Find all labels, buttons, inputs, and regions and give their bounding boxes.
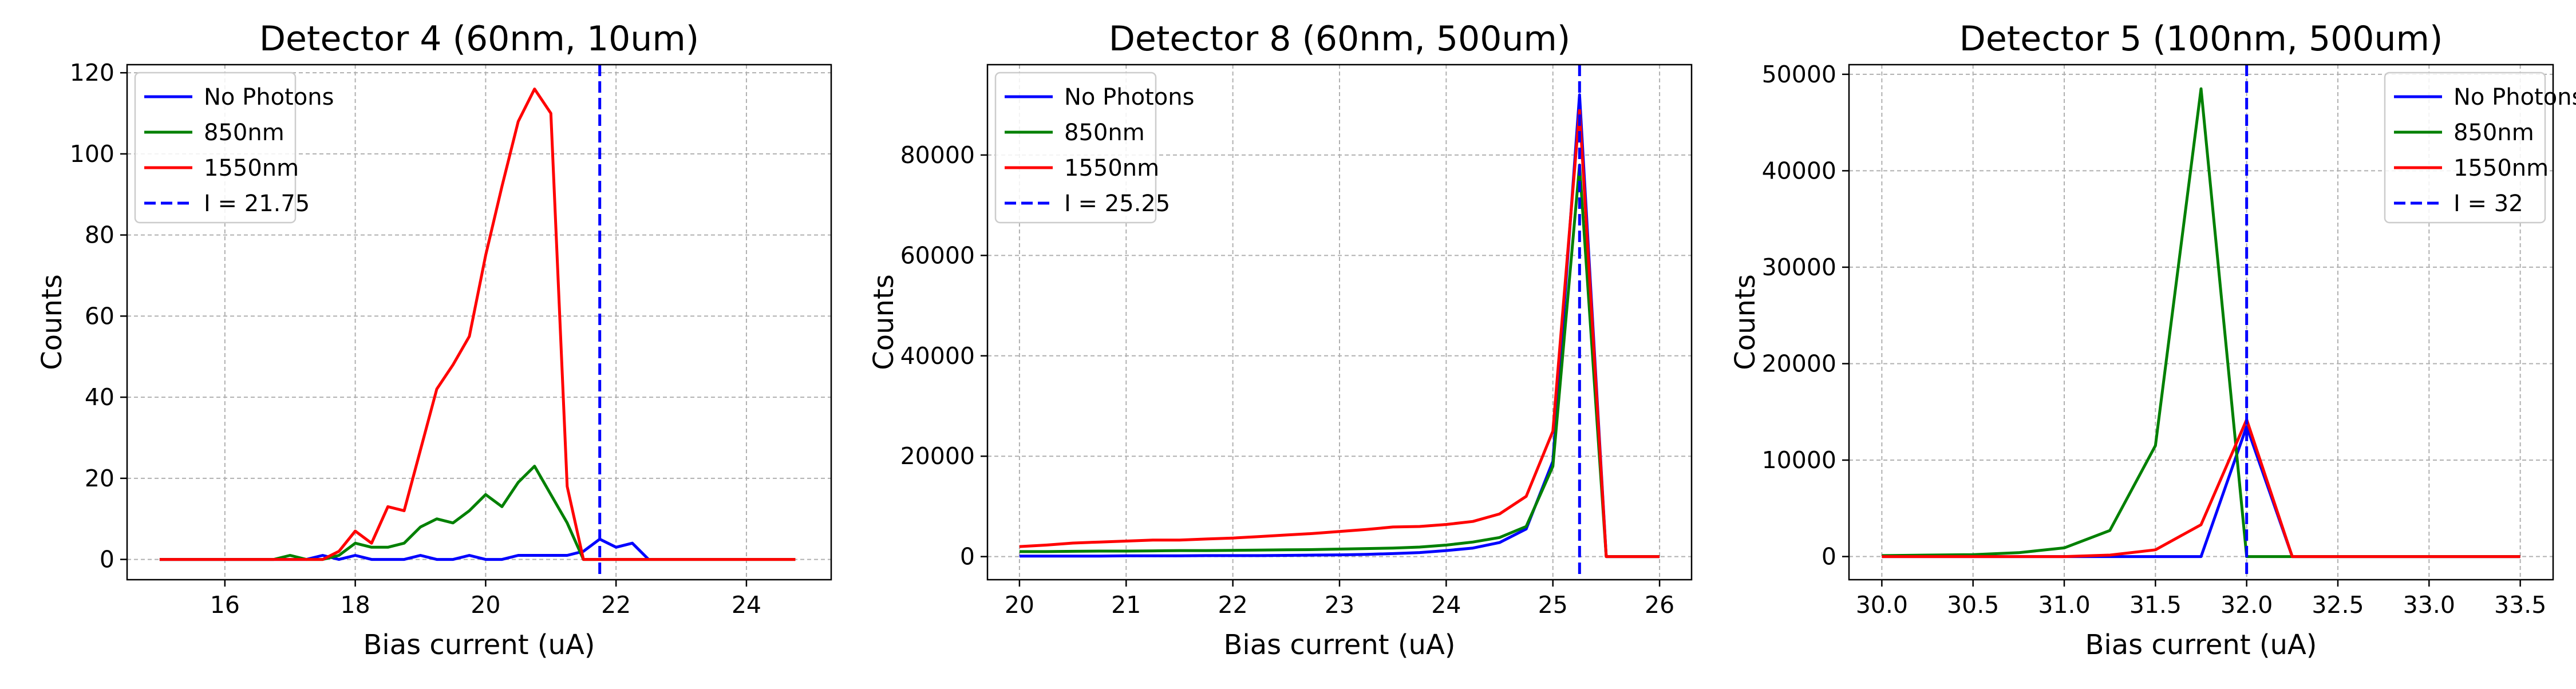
plot-area bbox=[1882, 65, 2520, 580]
y-tick-label: 20 bbox=[85, 465, 114, 492]
x-tick-label: 33.0 bbox=[2403, 591, 2455, 619]
axes-frame bbox=[1848, 64, 2554, 581]
chart-title: Detector 5 (100nm, 500um) bbox=[1959, 19, 2443, 59]
x-tick-label: 20 bbox=[1005, 591, 1034, 619]
legend-label: I = 25.25 bbox=[1064, 191, 1170, 217]
x-tick-label: 25 bbox=[1538, 591, 1568, 619]
x-tick-label: 22 bbox=[1218, 591, 1248, 619]
legend: No Photons 850nm 1550nm I = 21.75 bbox=[134, 72, 334, 224]
x-tick-label: 32.5 bbox=[2312, 591, 2364, 619]
x-tick-label: 16 bbox=[210, 591, 240, 619]
legend-label: 850nm bbox=[204, 120, 285, 146]
y-tick-label: 20000 bbox=[1762, 350, 1836, 377]
x-axis-label: Bias current (uA) bbox=[363, 629, 595, 661]
series-line-no-photons bbox=[1882, 425, 2520, 559]
x-tick-label: 30.5 bbox=[1947, 591, 1999, 619]
x-tick-label: 24 bbox=[1431, 591, 1461, 619]
legend-label: No Photons bbox=[2453, 84, 2576, 110]
x-tick-label: 32.0 bbox=[2221, 591, 2273, 619]
series-line-1550nm bbox=[159, 88, 796, 561]
y-tick-label: 120 bbox=[70, 59, 114, 86]
y-tick-label: 60 bbox=[85, 302, 114, 330]
legend-label: 850nm bbox=[2453, 120, 2534, 146]
plot-area bbox=[159, 65, 796, 580]
y-tick-label: 100 bbox=[70, 140, 114, 168]
series-line-850nm bbox=[1019, 163, 1660, 559]
series-line-1550nm bbox=[1882, 418, 2520, 559]
x-axis-label: Bias current (uA) bbox=[2085, 629, 2317, 661]
legend-label: 1550nm bbox=[1064, 155, 1159, 181]
x-tick-label: 26 bbox=[1645, 591, 1674, 619]
chart-panel-2: 20 21 22 23 24 25 26 0 20000 40000 60000 80000 Detec… bbox=[868, 19, 1693, 661]
plot-area bbox=[1019, 65, 1660, 580]
series-line-850nm bbox=[159, 465, 796, 561]
y-tick-label: 40000 bbox=[900, 342, 975, 370]
y-tick-label: 0 bbox=[960, 543, 975, 571]
y-tick-label: 40 bbox=[85, 383, 114, 411]
legend-box bbox=[2384, 72, 2546, 224]
y-axis-label: Counts bbox=[36, 274, 68, 370]
x-tick-label: 31.5 bbox=[2129, 591, 2182, 619]
x-tick-label: 23 bbox=[1325, 591, 1354, 619]
y-tick-label: 80000 bbox=[900, 141, 975, 169]
x-tick-label: 21 bbox=[1111, 591, 1141, 619]
legend-box bbox=[134, 72, 297, 224]
legend: No Photons 850nm 1550nm I = 25.25 bbox=[994, 72, 1194, 224]
axes-frame bbox=[126, 64, 832, 581]
y-tick-label: 20000 bbox=[900, 442, 975, 470]
x-axis-label: Bias current (uA) bbox=[1223, 629, 1455, 661]
y-tick-label: 40000 bbox=[1762, 157, 1836, 184]
legend-label: No Photons bbox=[204, 84, 334, 110]
y-tick-label: 0 bbox=[1822, 543, 1836, 571]
legend-label: No Photons bbox=[1064, 84, 1194, 110]
y-axis-label: Counts bbox=[1729, 274, 1761, 370]
chart-title: Detector 8 (60nm, 500um) bbox=[1109, 19, 1571, 59]
legend-label: 850nm bbox=[1064, 120, 1145, 146]
x-tick-label: 30.0 bbox=[1856, 591, 1908, 619]
series-line-1550nm bbox=[1019, 108, 1660, 559]
y-axis-label: Counts bbox=[868, 274, 900, 370]
x-tick-label: 24 bbox=[732, 591, 761, 619]
legend-label: I = 32 bbox=[2453, 191, 2523, 217]
legend: No Photons 850nm 1550nm I = 32 bbox=[2384, 72, 2576, 224]
x-tick-label: 18 bbox=[341, 591, 370, 619]
y-tick-label: 10000 bbox=[1762, 446, 1836, 474]
y-tick-label: 50000 bbox=[1762, 61, 1836, 88]
x-tick-label: 20 bbox=[471, 591, 500, 619]
y-tick-label: 60000 bbox=[900, 241, 975, 269]
x-tick-label: 33.5 bbox=[2494, 591, 2546, 619]
chart-title: Detector 4 (60nm, 10um) bbox=[259, 19, 699, 59]
legend-label: 1550nm bbox=[2453, 155, 2549, 181]
legend-box bbox=[994, 72, 1157, 224]
chart-panel-3: 30.0 30.5 31.0 31.5 32.0 32.5 33.0 33.5 0 10000 20… bbox=[1729, 19, 2576, 661]
y-tick-label: 30000 bbox=[1762, 254, 1836, 281]
y-tick-label: 0 bbox=[100, 546, 114, 573]
x-tick-label: 31.0 bbox=[2038, 591, 2090, 619]
chart-panel-1: 16 18 20 22 24 0 20 40 60 80 100 120 Detector 4 (60n… bbox=[36, 19, 832, 661]
x-tick-label: 22 bbox=[601, 591, 631, 619]
y-tick-label: 80 bbox=[85, 221, 114, 249]
legend-label: I = 21.75 bbox=[204, 191, 310, 217]
legend-label: 1550nm bbox=[204, 155, 299, 181]
